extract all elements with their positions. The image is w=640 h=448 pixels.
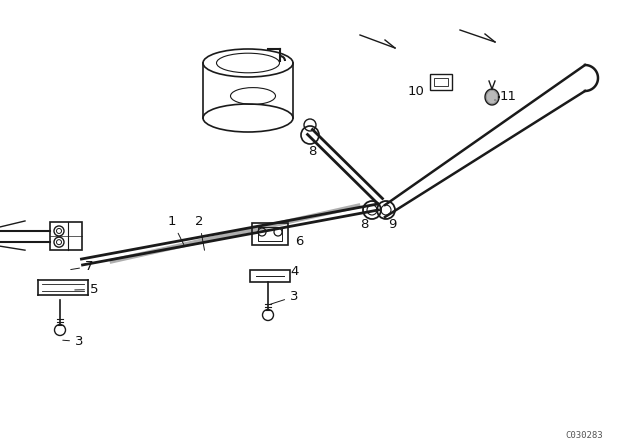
Text: 1: 1 bbox=[168, 215, 184, 245]
Text: 10: 10 bbox=[408, 85, 425, 98]
Text: 4: 4 bbox=[290, 265, 298, 278]
Text: 6: 6 bbox=[295, 235, 303, 248]
Text: 2: 2 bbox=[195, 215, 205, 250]
Text: 9: 9 bbox=[388, 218, 396, 231]
Text: 8: 8 bbox=[360, 218, 369, 231]
Polygon shape bbox=[486, 90, 498, 104]
Text: 3: 3 bbox=[63, 335, 83, 348]
Text: 3: 3 bbox=[271, 290, 298, 304]
Text: 11: 11 bbox=[500, 90, 517, 103]
Text: 5: 5 bbox=[75, 283, 99, 296]
Text: C030283: C030283 bbox=[565, 431, 603, 439]
Text: 7: 7 bbox=[71, 260, 93, 273]
Text: 8: 8 bbox=[308, 145, 316, 158]
